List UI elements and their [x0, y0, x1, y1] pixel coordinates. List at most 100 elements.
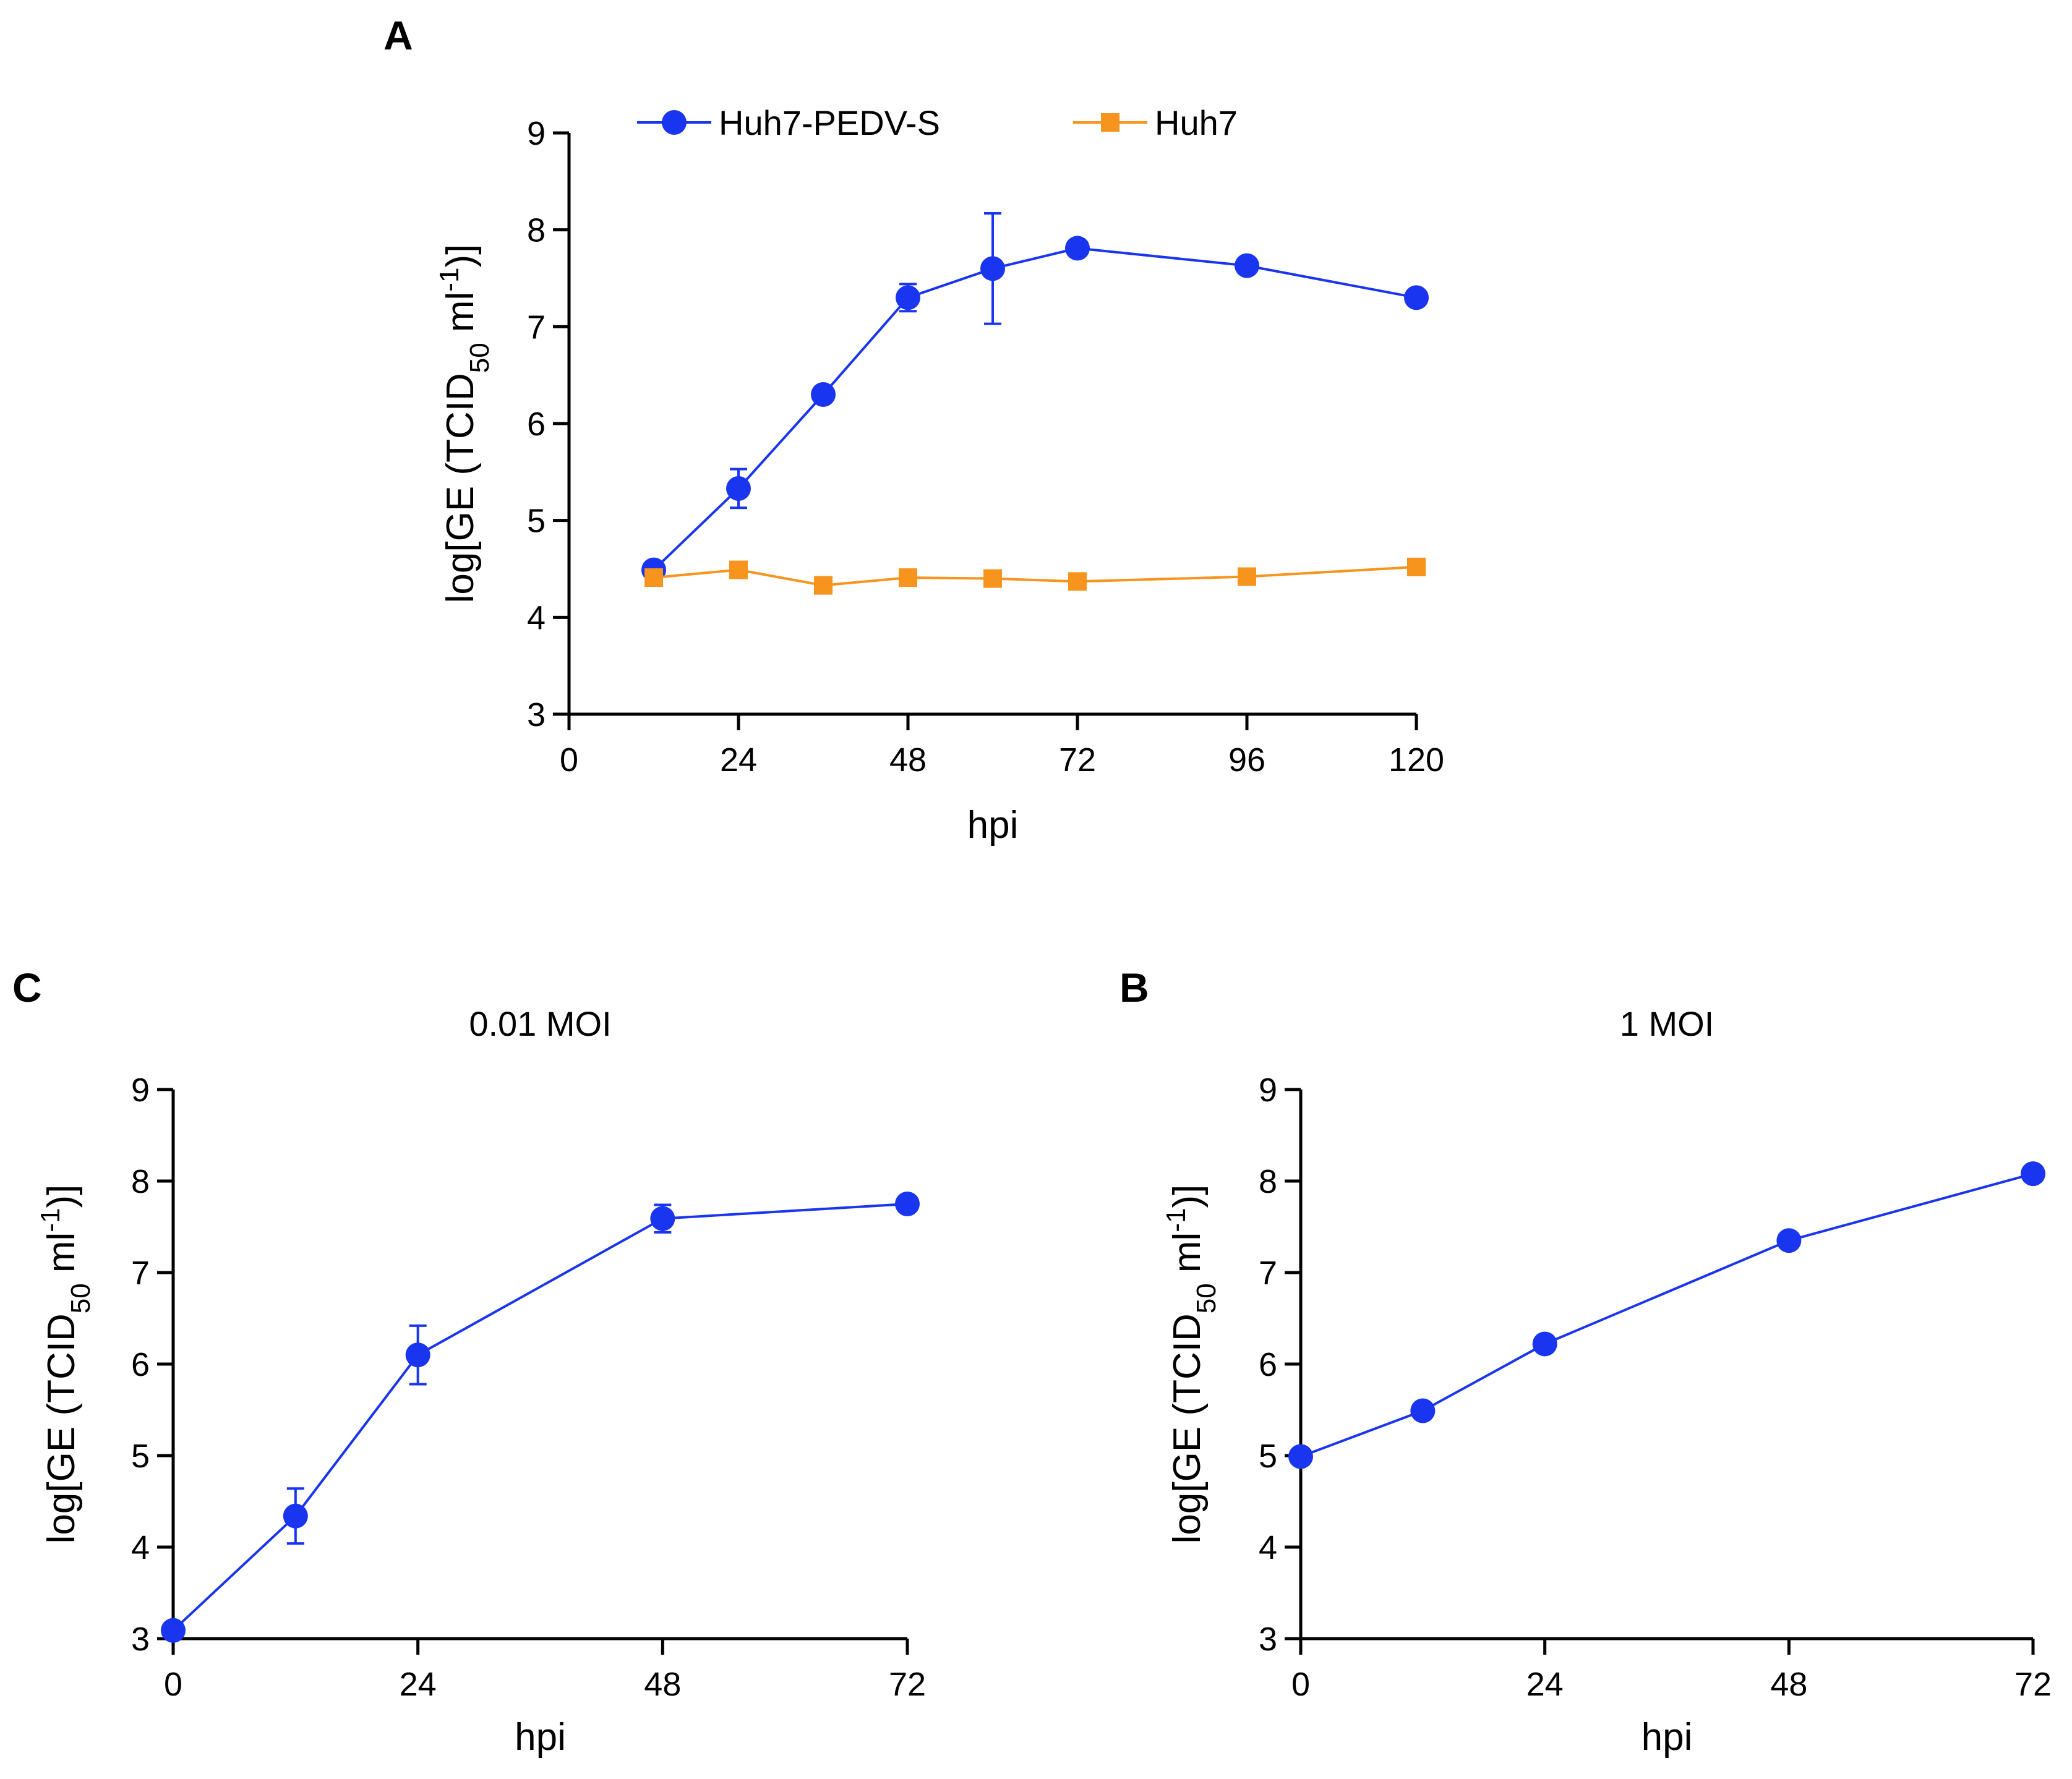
data-point [2021, 1161, 2045, 1187]
y-axis-title-part: -1 [434, 268, 464, 292]
y-axis-title: log[GE (TCID50 ml-1)] [35, 1185, 96, 1544]
panel-c: C 0.01 MOI 3 4 5 6 7 8 9 0 24 48 72 hpi log[GE (TCID50… [12, 965, 926, 1759]
y-tick-label: 9 [1259, 1072, 1277, 1109]
y-axis-title-part: ml [1166, 1232, 1209, 1284]
chart-title: 1 MOI [1620, 1004, 1714, 1043]
y-tick-label: 4 [527, 599, 546, 636]
y-axis-title-part: )] [439, 244, 482, 268]
data-point [726, 476, 751, 501]
panel-a: A 3 4 5 6 7 8 9 0 24 48 72 96 120 hpi log[GE (TCID50 ml… [383, 12, 1444, 847]
y-tick-label: 8 [131, 1163, 150, 1200]
y-tick-label: 9 [131, 1072, 150, 1109]
y-axis-title: log[GE (TCID50 ml-1)] [1161, 1185, 1222, 1544]
data-point [983, 569, 1002, 588]
y-tick-label: 7 [131, 1255, 150, 1292]
y-axis-title-part: -1 [1161, 1208, 1191, 1232]
x-tick-label: 24 [1526, 1666, 1564, 1703]
data-point [161, 1618, 186, 1643]
y-tick-label: 4 [1259, 1529, 1277, 1566]
x-tick-label: 48 [644, 1666, 681, 1703]
y-axis-title: log[GE (TCID50 ml-1)] [434, 244, 495, 604]
data-point [1776, 1228, 1802, 1253]
panel-label: C [12, 965, 42, 1010]
data-point [1065, 236, 1090, 261]
x-tick-label: 96 [1228, 741, 1265, 779]
x-tick-label: 24 [720, 741, 757, 779]
x-tick-label: 0 [1291, 1666, 1310, 1703]
x-tick-label: 48 [1770, 1666, 1807, 1703]
legend-item: Huh7-PEDV-S [637, 103, 940, 142]
data-point [1288, 1444, 1313, 1469]
y-tick-label: 5 [1259, 1438, 1277, 1475]
y-tick-label: 3 [527, 696, 546, 733]
data-point [899, 568, 917, 587]
data-point [650, 1206, 675, 1231]
chart-title: 0.01 MOI [469, 1004, 611, 1043]
x-tick-label: 24 [400, 1666, 437, 1703]
y-tick-label: 9 [527, 115, 546, 152]
x-tick-label: 48 [889, 741, 927, 779]
x-tick-label: 72 [2014, 1666, 2052, 1703]
series-line [653, 247, 1417, 571]
x-axis-title: hpi [515, 1716, 566, 1759]
y-axis-title-part: -1 [35, 1208, 66, 1232]
data-point [729, 560, 748, 579]
y-axis-title-part: ml [40, 1232, 83, 1284]
y-axis-title-part: )] [1166, 1185, 1209, 1208]
data-point [814, 576, 833, 595]
legend: Huh7-PEDV-S Huh7 [637, 103, 1238, 142]
x-axis-title: hpi [1642, 1716, 1693, 1759]
panel-b: B 1 MOI 3 4 5 6 7 8 9 0 24 48 72 hpi log[GE (TCID50 ml… [1119, 965, 2052, 1759]
y-tick-label: 5 [527, 503, 546, 540]
data-point [405, 1342, 430, 1368]
x-tick-label: 72 [1059, 741, 1096, 779]
y-axis-title-part: 50 [1191, 1283, 1222, 1313]
data-point [1238, 567, 1256, 586]
series-1 [644, 557, 1426, 595]
y-axis-title-part: )] [40, 1185, 83, 1208]
series-0 [1288, 1161, 2045, 1469]
y-tick-label: 8 [1259, 1163, 1277, 1200]
y-tick-label: 6 [131, 1346, 150, 1383]
data-point [1407, 557, 1426, 576]
y-tick-label: 5 [131, 1438, 150, 1475]
panel-label: A [383, 12, 413, 58]
y-tick-label: 7 [527, 309, 546, 346]
legend-marker [662, 110, 687, 135]
data-point [1410, 1398, 1436, 1423]
y-tick-label: 6 [527, 406, 546, 443]
data-point [1532, 1331, 1557, 1357]
data-point [811, 382, 836, 407]
y-axis-title-part: ml [439, 292, 482, 343]
series-0 [161, 1192, 920, 1643]
y-axis-title-part: 50 [66, 1283, 96, 1313]
y-tick-label: 6 [1259, 1346, 1277, 1383]
y-tick-label: 8 [527, 212, 546, 249]
series-0 [641, 212, 1429, 582]
data-point [1235, 253, 1259, 278]
y-tick-label: 7 [1259, 1255, 1277, 1292]
data-point [1068, 572, 1087, 591]
data-point [895, 1192, 920, 1216]
x-tick-label: 0 [164, 1666, 182, 1703]
series-line [653, 565, 1417, 587]
data-point [1404, 285, 1429, 310]
y-axis-title-part: log[GE (TCID [439, 373, 482, 603]
x-tick-label: 120 [1389, 741, 1444, 779]
data-point [283, 1503, 308, 1529]
y-axis-title-part: log[GE (TCID [40, 1313, 83, 1543]
x-axis-title: hpi [967, 804, 1019, 847]
y-axis-title-part: 50 [464, 343, 495, 373]
y-tick-label: 3 [131, 1621, 150, 1658]
legend-label: Huh7-PEDV-S [719, 103, 940, 142]
legend-item: Huh7 [1073, 103, 1238, 142]
x-tick-label: 0 [560, 741, 578, 779]
y-tick-label: 4 [131, 1529, 150, 1566]
data-point [896, 285, 920, 310]
legend-label: Huh7 [1155, 103, 1238, 142]
y-axis-title-part: log[GE (TCID [1166, 1313, 1209, 1543]
y-tick-label: 3 [1259, 1621, 1277, 1658]
x-tick-label: 72 [889, 1666, 926, 1703]
